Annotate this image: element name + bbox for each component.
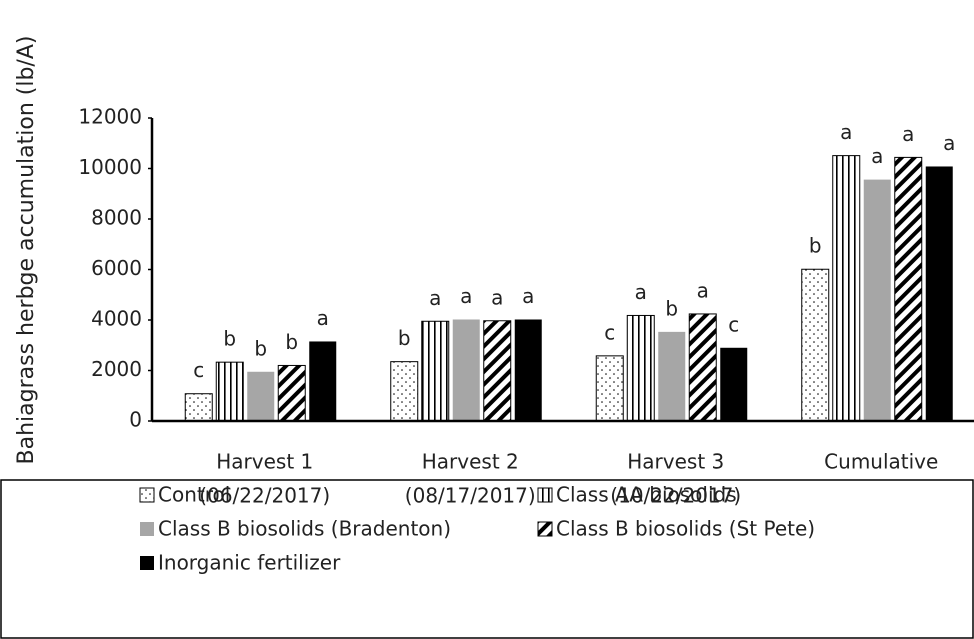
bar-letter: a [902,122,914,146]
x-tick-label: Harvest 2 [422,450,519,474]
bar-letter: b [398,326,411,350]
legend-label: Class B biosolids (St Pete) [556,517,815,541]
y-tick-label: 6000 [91,256,142,280]
bar-letter: a [697,278,709,302]
bar [309,341,337,421]
bar [863,179,891,421]
bar-letter: b [665,296,678,320]
bar-letter: a [429,286,441,310]
x-tick-label: Harvest 1 [216,450,313,474]
bar [688,313,717,422]
bar-letter: b [285,330,298,354]
legend-swatch [140,556,154,570]
bar [184,393,213,422]
bar-letter: a [943,131,955,155]
y-tick-label: 10000 [78,155,142,179]
bar [832,155,861,422]
bar [247,371,275,421]
y-tick-label: 8000 [91,206,142,230]
bar [626,314,655,422]
legend-swatch [537,487,553,503]
bar-letter: b [809,234,822,258]
bar [514,319,542,421]
legend-label: Class B biosolids (Bradenton) [158,517,451,541]
legend-swatch [140,522,154,536]
bar [215,361,244,422]
bar-letter: a [871,144,883,168]
legend-swatch [537,521,553,537]
bar-letter: a [522,284,534,308]
bar-letter: a [840,120,852,144]
bar [421,320,450,422]
bar-letter: b [223,327,236,351]
bar-letter: a [317,306,329,330]
x-tick-label: (10/22/2017) [610,484,741,508]
bar [277,364,306,422]
x-tick-label: (08/17/2017) [405,484,536,508]
bar [483,320,512,422]
x-tick-label: (06/22/2017) [199,484,330,508]
bar [452,319,480,421]
bar-letter: c [604,320,615,344]
legend-label: Inorganic fertilizer [158,551,341,575]
bar-letter: a [635,280,647,304]
x-tick-label: Harvest 3 [627,450,724,474]
bar-letter: b [254,336,267,360]
bar-letter: a [460,284,472,308]
bar-letter: c [193,358,204,382]
bar [894,156,923,422]
legend-box [0,479,974,639]
legend-swatch [139,487,155,503]
y-tick-label: 12000 [78,105,142,129]
bar-letter: c [728,312,739,336]
y-tick-label: 0 [129,408,142,432]
bar [595,355,624,422]
x-tick-label: Cumulative [824,450,938,474]
y-tick-label: 2000 [91,357,142,381]
y-axis-title: Bahiagrass herbge accumulation (lb/A) [14,36,39,465]
bar [801,268,830,422]
bar [720,347,748,421]
y-tick-label: 4000 [91,307,142,331]
bar [390,361,419,422]
legend-label: Control [158,483,230,507]
legend-label: Class AA biosolids [556,483,737,507]
bar-letter: a [491,285,503,309]
bar [925,166,953,421]
bar [658,331,686,421]
